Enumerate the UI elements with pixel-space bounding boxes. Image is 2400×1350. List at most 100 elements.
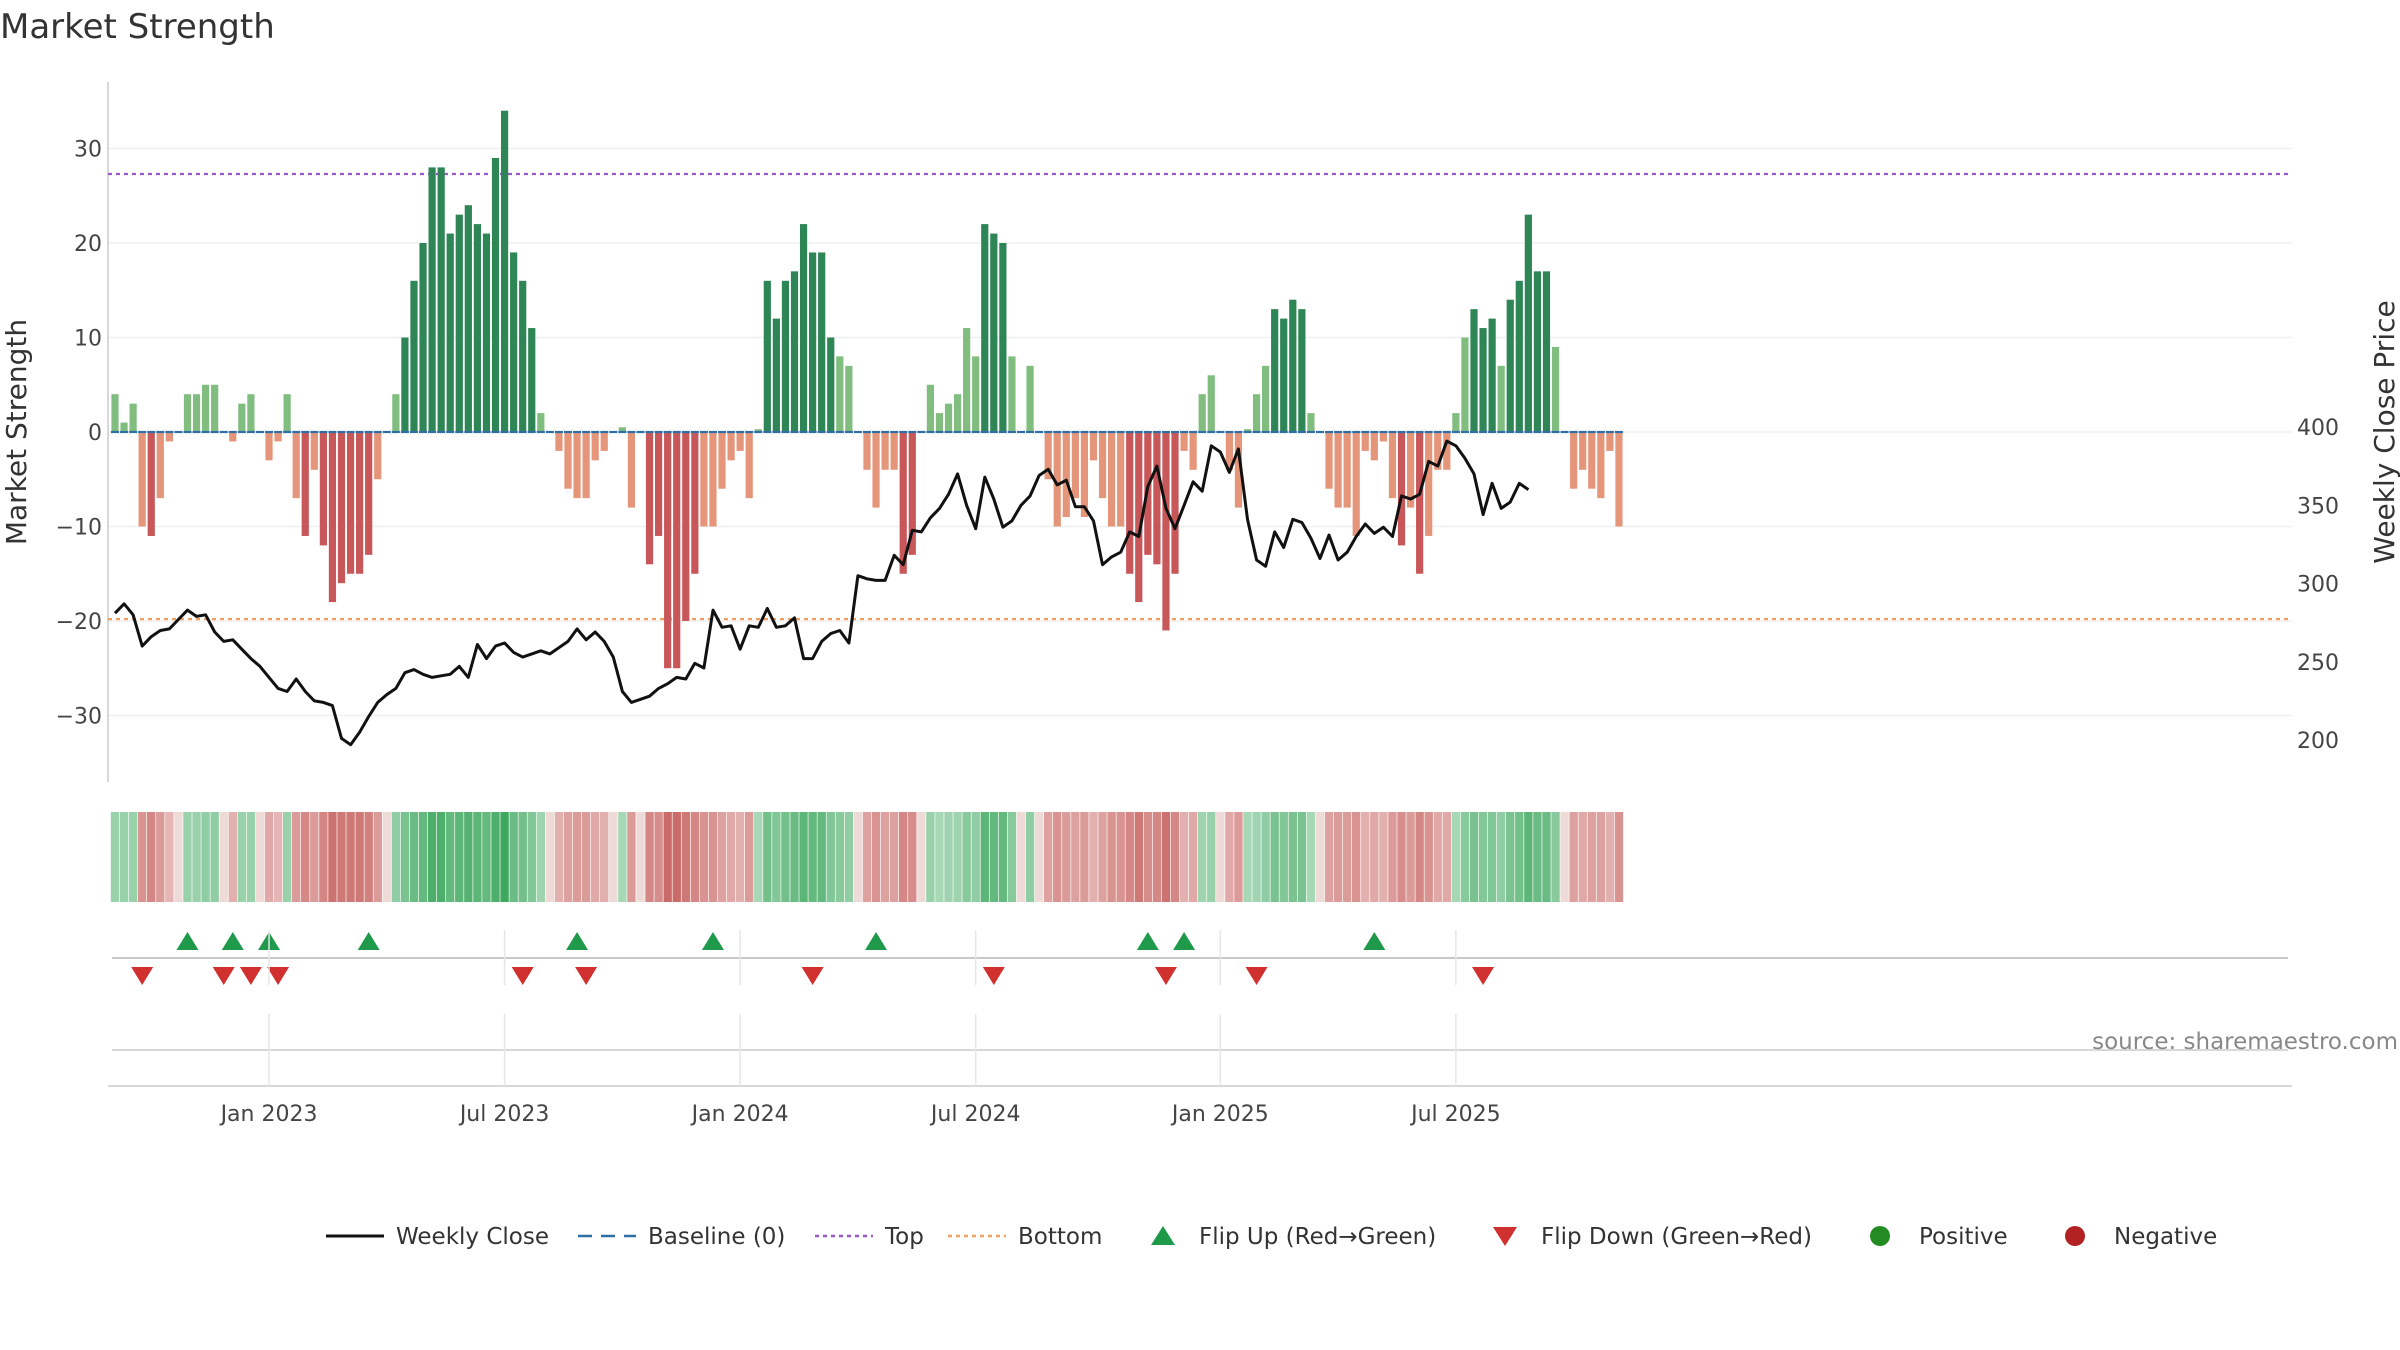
heat-cell (237, 812, 247, 902)
strength-bar (111, 394, 119, 432)
heat-cell (1370, 812, 1379, 902)
heat-cell (645, 812, 654, 902)
heat-cell (1433, 812, 1442, 902)
heat-cell (1542, 812, 1551, 902)
strength-bar (1262, 365, 1270, 432)
heat-cell (446, 812, 455, 902)
strength-bar (1026, 365, 1034, 432)
strength-bar (120, 422, 128, 432)
strength-bar (1243, 429, 1252, 432)
flip-down-marker (131, 967, 154, 985)
heat-cell (292, 812, 301, 902)
legend-label: Flip Down (Green→Red) (1541, 1224, 1812, 1250)
heat-cell (509, 812, 518, 902)
strength-bar (890, 432, 898, 470)
flip-down-marker (1472, 967, 1495, 985)
flip-up-marker (1363, 932, 1386, 950)
heat-cell (1306, 812, 1316, 902)
heat-cell (337, 812, 346, 902)
strength-bar (192, 394, 201, 432)
strength-bar (872, 432, 880, 508)
strength-bar (1479, 328, 1487, 432)
heat-cell (1324, 812, 1334, 902)
strength-bar (1171, 432, 1179, 574)
heat-cell (1116, 812, 1125, 902)
heat-cell (210, 812, 219, 902)
strength-bar (1461, 337, 1469, 432)
heat-cell (1043, 812, 1053, 902)
strength-bar (908, 432, 916, 555)
strength-bar (365, 432, 373, 555)
strength-bar (772, 318, 780, 432)
strength-bar (1597, 432, 1605, 499)
strength-bar (292, 432, 300, 499)
strength-bar (1234, 432, 1243, 508)
heat-cell (745, 812, 754, 902)
legend-symbol-circle (1870, 1226, 1890, 1246)
strength-bar (464, 205, 472, 432)
strength-bar (763, 280, 771, 432)
heat-cell (1161, 812, 1171, 902)
heat-cell (944, 812, 953, 902)
y-axis-label: Market Strength (0, 319, 33, 545)
y2-tick-label: 300 (2297, 573, 2339, 598)
heat-cell (464, 812, 473, 902)
heat-cell (1288, 812, 1297, 902)
y2-axis-ticks: 400 350 300 250 200 (2297, 416, 2339, 754)
heat-cell (1333, 812, 1343, 902)
heat-cell (1424, 812, 1433, 902)
strength-bar (809, 252, 817, 432)
heat-cell (228, 812, 237, 902)
heat-cell (128, 812, 138, 902)
legend-label: Top (884, 1224, 924, 1250)
strength-bar (1570, 432, 1578, 489)
heat-cell (699, 812, 709, 902)
heat-cell (880, 812, 890, 902)
heat-cell (192, 812, 201, 902)
strength-bar (1488, 318, 1496, 432)
flip-down-marker (212, 967, 235, 985)
strength-bar (845, 365, 853, 432)
strength-bar (655, 432, 663, 536)
heat-cell (436, 812, 446, 902)
heat-cell (427, 812, 437, 902)
strength-bar (238, 403, 246, 432)
strength-bar (709, 432, 717, 527)
heat-cell (319, 812, 328, 902)
strength-bar (491, 157, 500, 432)
strength-bar (138, 432, 146, 527)
heat-cell (1016, 812, 1026, 902)
heat-cell (1460, 812, 1470, 902)
strength-bar (582, 432, 590, 499)
legend-symbol-triangle-up (1151, 1226, 1175, 1245)
y-tick-label: 0 (88, 421, 102, 446)
heat-cell (971, 812, 980, 902)
strength-bar (836, 356, 844, 432)
strength-bar (310, 432, 318, 470)
heat-cell (1207, 812, 1216, 902)
heat-cell (917, 812, 926, 902)
heat-cell (255, 812, 265, 902)
flip-up-marker (357, 932, 380, 950)
strength-bar (1098, 432, 1107, 499)
strength-bar (1406, 432, 1415, 508)
heat-cell (183, 812, 192, 902)
strength-bar (1533, 271, 1542, 432)
intensity-heat-strip (110, 812, 1624, 902)
heat-cell (310, 812, 319, 902)
strength-bar (1452, 413, 1460, 432)
strength-bar (691, 432, 699, 574)
x-tick-label: Jan 2024 (690, 1102, 789, 1127)
heat-cell (1270, 812, 1279, 902)
strength-bar (1470, 309, 1478, 432)
y-tick-label: −10 (56, 516, 102, 541)
heat-cell (627, 812, 636, 902)
heat-cell (1388, 812, 1397, 902)
legend-symbol-triangle-down (1493, 1227, 1517, 1246)
heat-cell (790, 812, 799, 902)
heat-cell (1071, 812, 1080, 902)
source-credit: source: sharemaestro.com (2092, 1029, 2398, 1055)
strength-bar (1053, 432, 1061, 527)
heat-cell (174, 812, 183, 902)
